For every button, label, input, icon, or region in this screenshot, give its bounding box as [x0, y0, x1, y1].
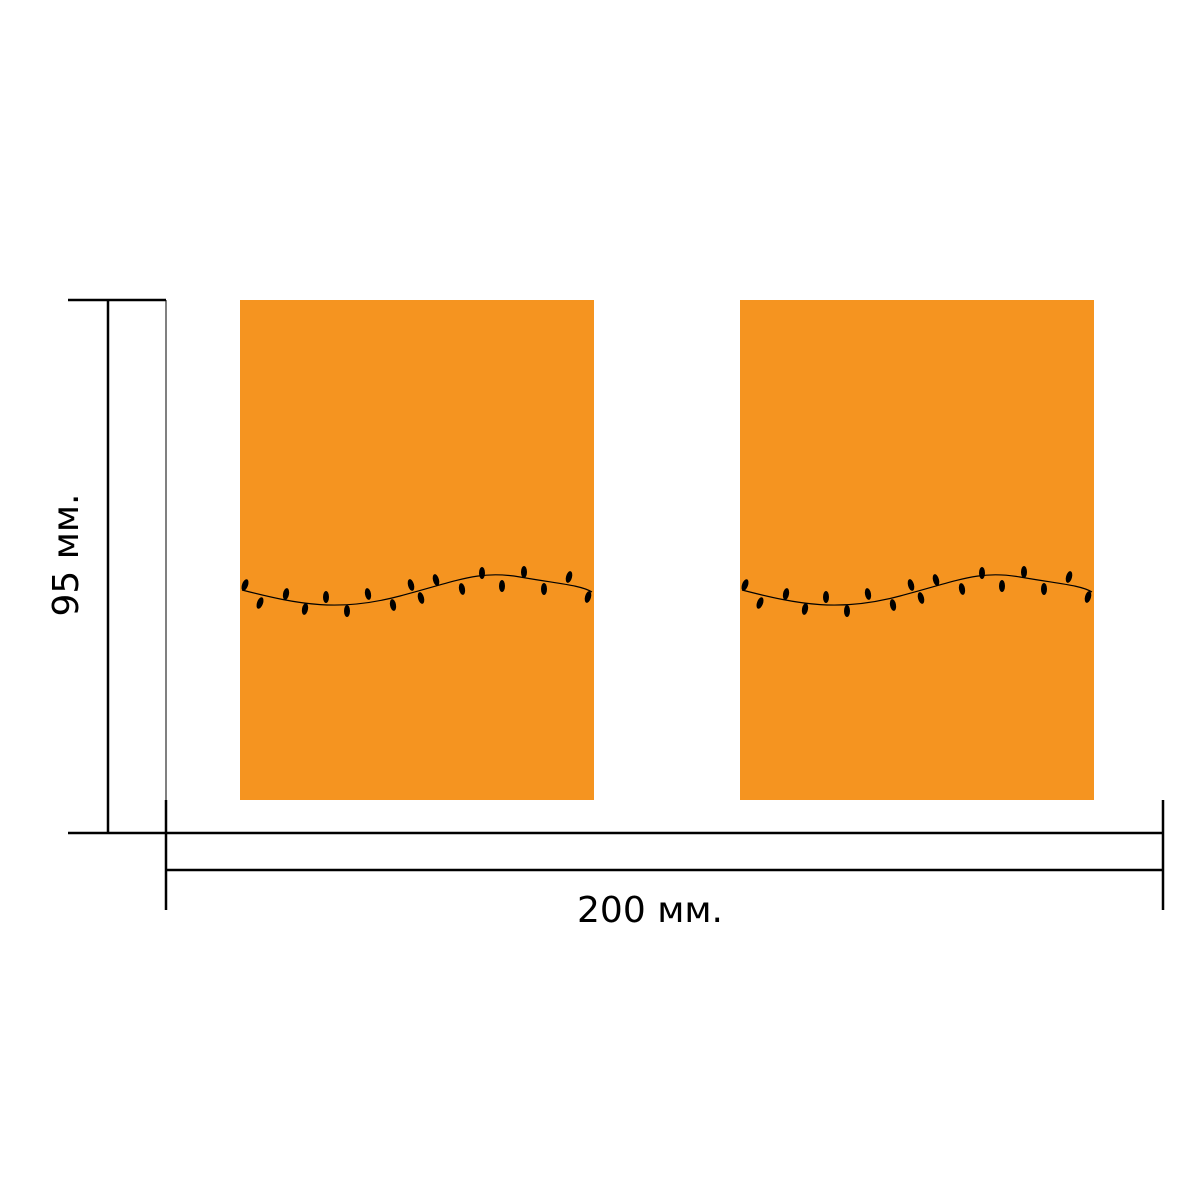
- width-dimension: 200 мм.: [164, 800, 1165, 931]
- height-dimension: 95 мм.: [46, 298, 167, 835]
- panel-left: [239, 300, 594, 800]
- height-label: 95 мм.: [46, 493, 87, 616]
- panel-right: [739, 300, 1094, 800]
- width-label: 200 мм.: [577, 890, 723, 931]
